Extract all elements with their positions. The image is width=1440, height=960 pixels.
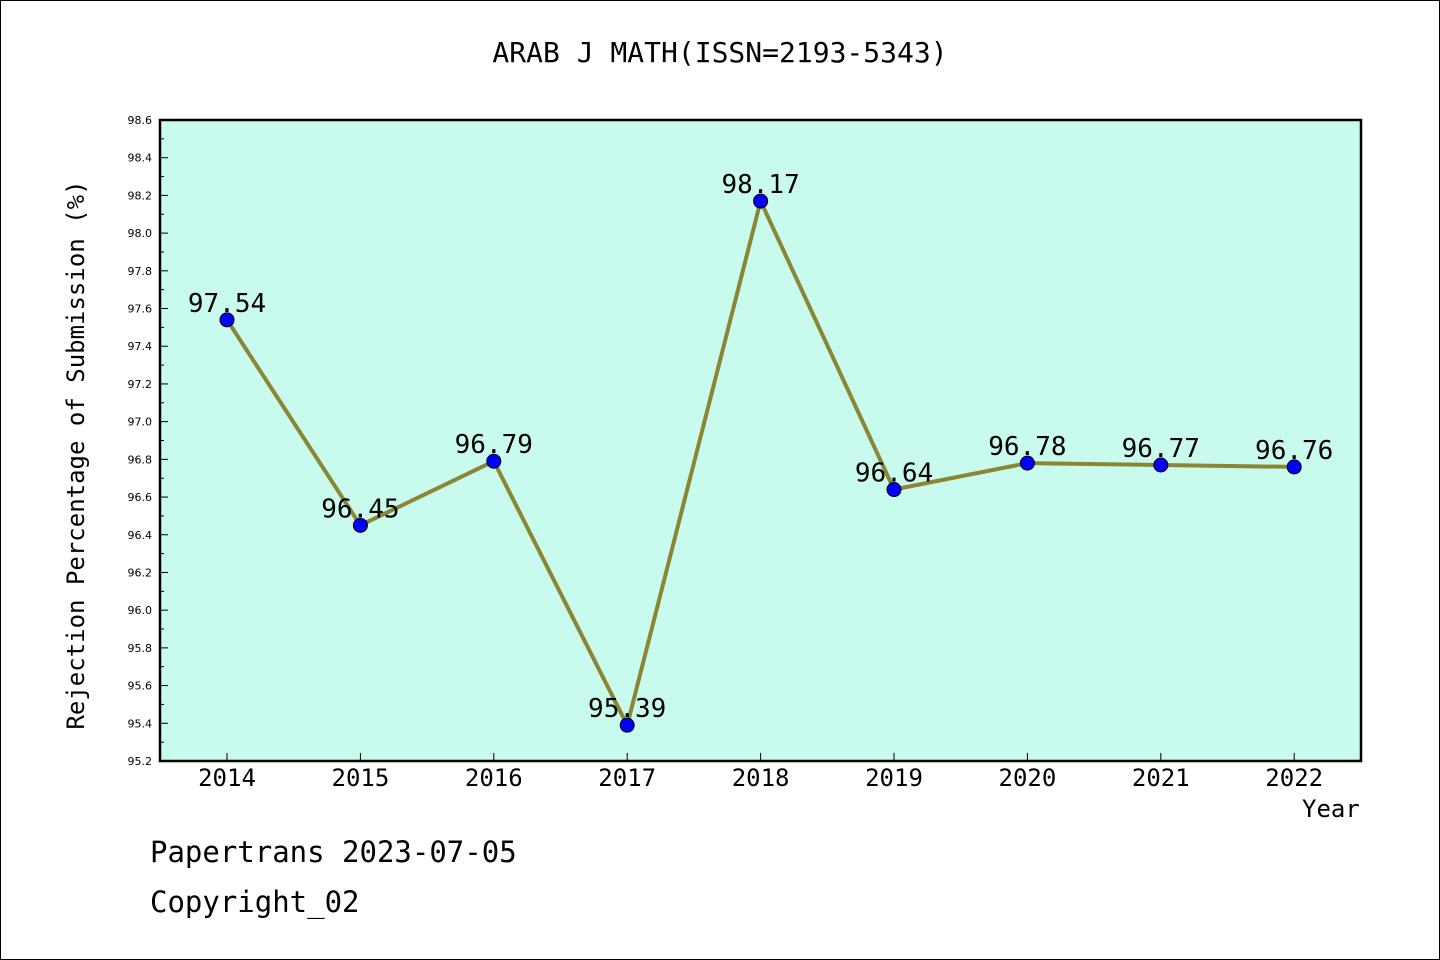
- y-tick-label: 98.6: [128, 114, 153, 127]
- y-tick-label: 96.6: [128, 491, 153, 504]
- y-tick-label: 96.8: [128, 453, 153, 466]
- x-tick-label: 2020: [999, 764, 1057, 792]
- data-point: [619, 717, 635, 733]
- data-point: [1153, 457, 1169, 473]
- data-label: 96.45: [321, 494, 399, 524]
- data-label: 96.64: [855, 459, 933, 489]
- x-tick-label: 2019: [865, 764, 923, 792]
- data-label: 98.17: [721, 170, 799, 200]
- x-tick-label: 2018: [732, 764, 790, 792]
- x-tick-label: 2015: [332, 764, 390, 792]
- y-tick-label: 97.2: [128, 378, 153, 391]
- data-label: 96.77: [1122, 434, 1200, 464]
- x-axis-label: Year: [1302, 795, 1360, 823]
- y-tick-label: 98.0: [128, 227, 153, 240]
- x-tick-label: 2016: [465, 764, 523, 792]
- x-tick-label: 2022: [1265, 764, 1323, 792]
- y-tick-label: 95.6: [128, 680, 153, 693]
- y-tick-label: 95.4: [128, 717, 153, 730]
- y-tick-label: 95.2: [128, 755, 153, 768]
- y-tick-label: 97.0: [128, 416, 153, 429]
- data-label: 95.39: [588, 694, 666, 724]
- y-tick-label: 97.8: [128, 265, 153, 278]
- data-point: [753, 193, 769, 209]
- data-point: [352, 517, 368, 533]
- data-label: 96.76: [1255, 436, 1333, 466]
- data-point: [1286, 459, 1302, 475]
- plot-border: [158, 118, 1363, 763]
- y-tick-label: 97.6: [128, 303, 153, 316]
- plot-area: [160, 120, 1361, 761]
- data-point: [886, 482, 902, 498]
- data-point: [486, 453, 502, 469]
- data-label: 96.78: [988, 432, 1066, 462]
- data-label: 97.54: [188, 289, 266, 319]
- chart-title: ARAB J MATH(ISSN=2193-5343): [492, 36, 948, 69]
- y-tick-label: 96.2: [128, 566, 153, 579]
- y-tick-label: 96.0: [128, 604, 153, 617]
- y-tick-label: 95.8: [128, 642, 153, 655]
- y-tick-label: 96.4: [128, 529, 153, 542]
- footer-copyright: Copyright_02: [150, 885, 360, 919]
- y-tick-label: 98.2: [128, 189, 153, 202]
- y-tick-label: 97.4: [128, 340, 153, 353]
- x-tick-label: 2014: [198, 764, 256, 792]
- data-point: [1019, 455, 1035, 471]
- x-tick-label: 2017: [598, 764, 656, 792]
- data-point: [219, 312, 235, 328]
- x-tick-label: 2021: [1132, 764, 1190, 792]
- y-tick-label: 98.4: [128, 152, 153, 165]
- data-label: 96.79: [455, 430, 533, 460]
- footer-date-line: Papertrans 2023-07-05: [150, 835, 517, 869]
